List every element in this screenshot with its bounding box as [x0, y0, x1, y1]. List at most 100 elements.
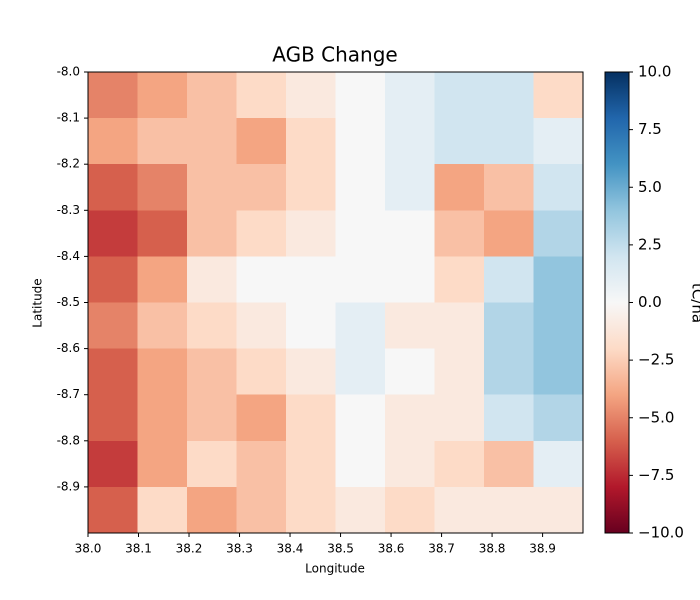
heatmap [88, 72, 584, 534]
heatmap-cell [434, 302, 485, 350]
heatmap-cell [88, 302, 138, 350]
heatmap-cell [335, 440, 386, 488]
heatmap-cell [236, 394, 287, 442]
heatmap-cell [335, 394, 386, 442]
heatmap-cell [137, 348, 188, 396]
heatmap-cell [434, 486, 485, 534]
heatmap-cell [484, 302, 534, 350]
heatmap-cell [286, 256, 336, 303]
heatmap-cell [335, 72, 386, 119]
heatmap-cell [434, 118, 485, 165]
x-tick-label: 38.8 [479, 542, 506, 556]
heatmap-cell [137, 440, 188, 488]
heatmap-cell [137, 72, 188, 119]
heatmap-cell [385, 256, 435, 303]
y-tick-label: -8.3 [57, 203, 80, 217]
heatmap-cell [187, 118, 237, 165]
y-axis-label: Latitude [31, 278, 45, 327]
heatmap-cell [286, 302, 336, 350]
heatmap-cell [335, 210, 386, 257]
x-tick-label: 38.2 [176, 542, 203, 556]
heatmap-cell [533, 302, 584, 350]
x-tick-label: 38.5 [327, 542, 354, 556]
x-tick-label: 38.1 [125, 542, 152, 556]
colorbar-tick-label: −10.0 [638, 524, 684, 542]
y-tick-label: -8.7 [57, 387, 80, 401]
heatmap-cell [533, 72, 584, 119]
heatmap-cell [137, 302, 188, 350]
colorbar-tick-label: 10.0 [638, 63, 671, 81]
heatmap-cell [533, 118, 584, 165]
y-tick-label: -8.5 [57, 295, 80, 309]
heatmap-cell [236, 302, 287, 350]
y-tick-label: -8.4 [57, 249, 80, 263]
heatmap-cell [484, 72, 534, 119]
chart-title: AGB Change [272, 43, 397, 67]
heatmap-cell [385, 348, 435, 396]
heatmap-cell [88, 256, 138, 303]
heatmap-cell [137, 164, 188, 211]
heatmap-cell [236, 72, 287, 119]
y-tick-label: -8.6 [57, 341, 80, 355]
x-tick-label: 38.9 [529, 542, 556, 556]
heatmap-cell [385, 302, 435, 350]
heatmap-cell [434, 394, 485, 442]
heatmap-cell [236, 164, 287, 211]
heatmap-cell [236, 486, 287, 534]
heatmap-cell [187, 256, 237, 303]
heatmap-cell [484, 256, 534, 303]
heatmap-cell [434, 256, 485, 303]
x-tick-label: 38.6 [378, 542, 405, 556]
x-tick-label: 38.3 [226, 542, 253, 556]
heatmap-cell [286, 164, 336, 211]
heatmap-cell [533, 210, 584, 257]
heatmap-cell [385, 72, 435, 119]
colorbar-tick-label: −5.0 [638, 408, 674, 426]
heatmap-cell [335, 164, 386, 211]
heatmap-cell [286, 394, 336, 442]
heatmap-cell [187, 486, 237, 534]
heatmap-cell [286, 440, 336, 488]
heatmap-cell [286, 210, 336, 257]
heatmap-cell [484, 210, 534, 257]
heatmap-cell [88, 348, 138, 396]
colorbar-label: tC/ha [689, 283, 700, 323]
heatmap-cell [484, 440, 534, 488]
heatmap-cell [385, 164, 435, 211]
heatmap-cell [187, 440, 237, 488]
heatmap-cell [385, 440, 435, 488]
y-tick-label: -8.0 [57, 65, 80, 79]
heatmap-cell [533, 440, 584, 488]
x-axis-label: Longitude [305, 562, 365, 576]
y-tick-label: -8.2 [57, 157, 80, 171]
y-tick-label: -8.9 [57, 479, 80, 493]
heatmap-cell [434, 348, 485, 396]
y-tick-label: -8.1 [57, 111, 80, 125]
heatmap-cell [187, 348, 237, 396]
heatmap-cell [137, 210, 188, 257]
colorbar-tick-label: 2.5 [638, 235, 662, 253]
colorbar-tick-label: 0.0 [638, 293, 662, 311]
heatmap-cell [533, 348, 584, 396]
heatmap-cell [533, 394, 584, 442]
heatmap-cell [236, 118, 287, 165]
heatmap-cell [137, 394, 188, 442]
heatmap-cell [385, 394, 435, 442]
colorbar [604, 71, 630, 534]
colorbar-ticks: 10.0 7.5 5.0 2.5 0.0 −2.5 −5.0 −7.5 −10.0 [629, 63, 684, 542]
heatmap-cell [187, 72, 237, 119]
heatmap-cell [236, 348, 287, 396]
heatmap-cell [236, 210, 287, 257]
heatmap-cell [484, 118, 534, 165]
heatmap-cell [88, 440, 138, 488]
heatmap-cell [137, 256, 188, 303]
heatmap-cell [187, 210, 237, 257]
heatmap-cell [385, 486, 435, 534]
heatmap-cell [533, 164, 584, 211]
heatmap-cell [484, 348, 534, 396]
heatmap-cell [385, 210, 435, 257]
heatmap-cell [88, 118, 138, 165]
heatmap-cell [88, 486, 138, 534]
heatmap-cell [236, 440, 287, 488]
heatmap-cell [286, 348, 336, 396]
